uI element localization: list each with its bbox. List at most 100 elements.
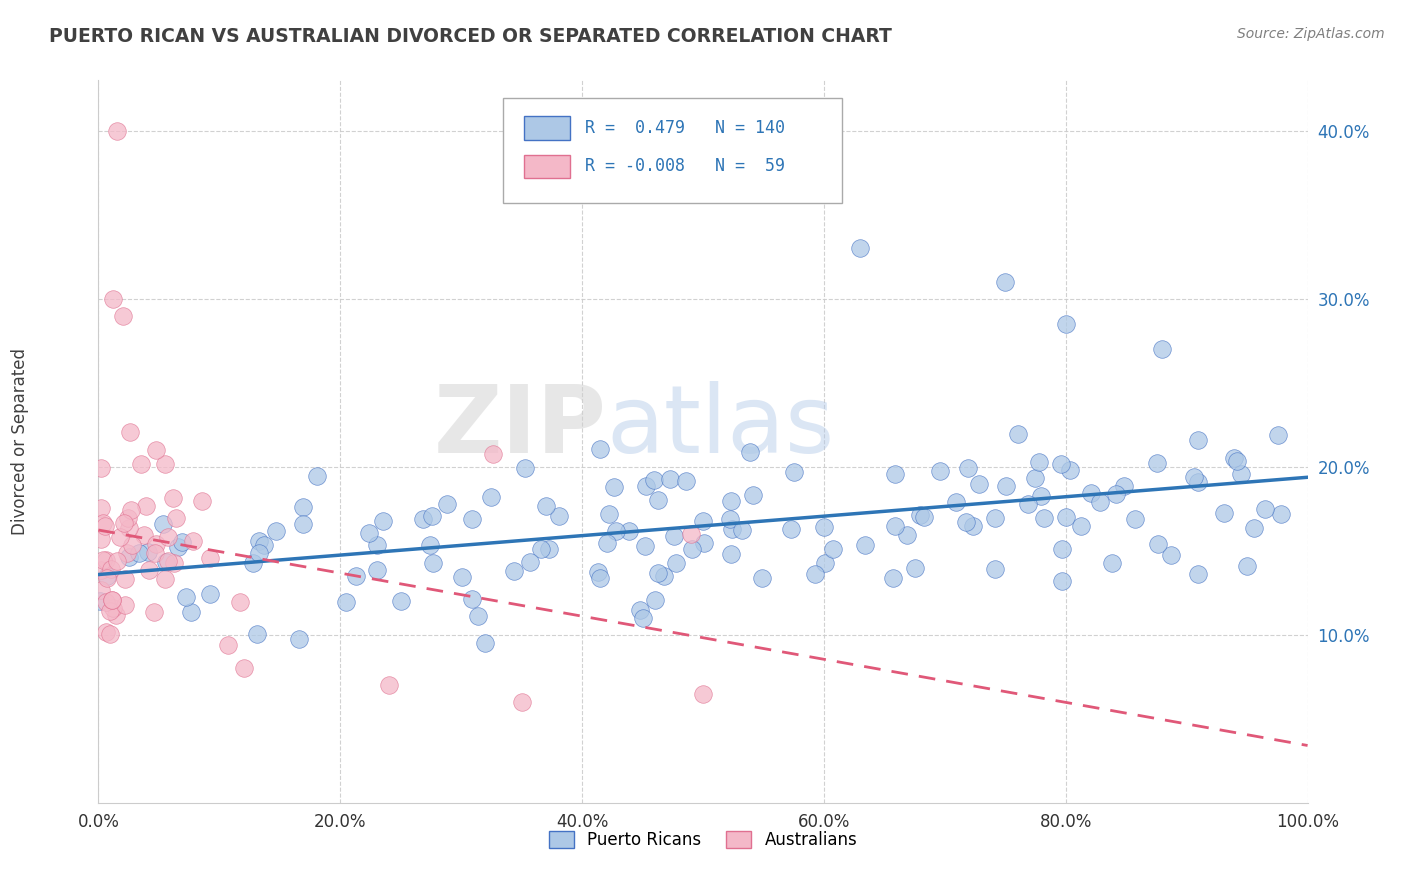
Point bbox=[652, 569, 675, 583]
Point bbox=[605, 524, 627, 538]
Point bbox=[519, 555, 541, 569]
Point bbox=[742, 488, 765, 502]
Point bbox=[287, 632, 309, 646]
Point bbox=[101, 600, 124, 615]
Text: R = -0.008   N =  59: R = -0.008 N = 59 bbox=[585, 157, 785, 175]
Point bbox=[967, 476, 990, 491]
Point bbox=[1123, 512, 1146, 526]
Point bbox=[1213, 506, 1236, 520]
Point bbox=[647, 492, 669, 507]
Point bbox=[693, 536, 716, 550]
Point bbox=[436, 497, 458, 511]
Point bbox=[138, 563, 160, 577]
Point bbox=[217, 638, 239, 652]
Point bbox=[1050, 542, 1073, 557]
Point bbox=[90, 501, 112, 516]
Point bbox=[482, 446, 505, 460]
Point bbox=[1017, 497, 1039, 511]
Point bbox=[738, 444, 761, 458]
Point bbox=[1033, 511, 1056, 525]
Point bbox=[145, 537, 167, 551]
Point bbox=[721, 522, 744, 536]
Point bbox=[172, 535, 194, 549]
Point bbox=[903, 561, 925, 575]
Point bbox=[167, 541, 190, 555]
Point bbox=[198, 587, 221, 601]
Point bbox=[180, 606, 202, 620]
Point bbox=[679, 527, 702, 541]
Point bbox=[94, 624, 117, 639]
Point bbox=[229, 594, 252, 608]
Point bbox=[1031, 489, 1053, 503]
Point bbox=[115, 546, 138, 560]
Point bbox=[101, 592, 124, 607]
Point bbox=[1059, 463, 1081, 477]
Point bbox=[366, 563, 388, 577]
Point bbox=[377, 678, 399, 692]
Point bbox=[675, 474, 697, 488]
Point bbox=[1187, 566, 1209, 581]
Point bbox=[247, 546, 270, 560]
Point bbox=[419, 537, 441, 551]
Point bbox=[595, 535, 617, 549]
Point bbox=[90, 532, 112, 546]
Point bbox=[634, 478, 657, 492]
Point bbox=[957, 461, 980, 475]
Point bbox=[908, 508, 931, 523]
Point bbox=[586, 566, 609, 580]
Point bbox=[548, 509, 571, 524]
Point bbox=[191, 494, 214, 508]
Point bbox=[112, 516, 135, 531]
Point bbox=[461, 512, 484, 526]
Point bbox=[1101, 556, 1123, 570]
Point bbox=[291, 516, 314, 531]
Point bbox=[813, 556, 835, 570]
Point bbox=[114, 599, 136, 613]
Point bbox=[1054, 510, 1077, 524]
Point bbox=[1187, 433, 1209, 447]
Point bbox=[450, 569, 472, 583]
Point bbox=[153, 457, 176, 471]
Point bbox=[662, 529, 685, 543]
Point bbox=[101, 292, 124, 306]
Point bbox=[467, 609, 489, 624]
Point bbox=[93, 553, 115, 567]
Point bbox=[90, 461, 112, 475]
Point bbox=[108, 530, 131, 544]
Point bbox=[720, 494, 742, 508]
Point bbox=[530, 542, 553, 557]
Point bbox=[681, 541, 703, 556]
Point bbox=[461, 592, 484, 607]
FancyBboxPatch shape bbox=[524, 154, 569, 178]
Point bbox=[136, 545, 159, 559]
Point bbox=[96, 570, 118, 584]
Point bbox=[515, 461, 537, 475]
Point bbox=[121, 538, 143, 552]
Point bbox=[628, 603, 651, 617]
Point bbox=[101, 593, 124, 607]
Point bbox=[131, 457, 153, 471]
Point bbox=[813, 519, 835, 533]
Point bbox=[117, 511, 139, 525]
Point bbox=[1267, 428, 1289, 442]
Point bbox=[163, 557, 186, 571]
Point bbox=[162, 491, 184, 505]
Point bbox=[1080, 486, 1102, 500]
Point bbox=[1152, 342, 1174, 356]
Point bbox=[292, 500, 315, 514]
Point bbox=[994, 275, 1017, 289]
Point bbox=[90, 582, 112, 597]
Text: PUERTO RICAN VS AUSTRALIAN DIVORCED OR SEPARATED CORRELATION CHART: PUERTO RICAN VS AUSTRALIAN DIVORCED OR S… bbox=[49, 27, 891, 45]
Point bbox=[249, 534, 271, 549]
Point bbox=[266, 524, 288, 539]
Point bbox=[1054, 317, 1077, 331]
Point bbox=[105, 124, 128, 138]
Point bbox=[1088, 495, 1111, 509]
Point bbox=[165, 511, 187, 525]
Text: R =  0.479   N = 140: R = 0.479 N = 140 bbox=[585, 119, 785, 137]
Point bbox=[658, 472, 681, 486]
Point bbox=[665, 556, 688, 570]
Point bbox=[1270, 508, 1292, 522]
Point bbox=[105, 607, 128, 622]
FancyBboxPatch shape bbox=[524, 117, 569, 139]
